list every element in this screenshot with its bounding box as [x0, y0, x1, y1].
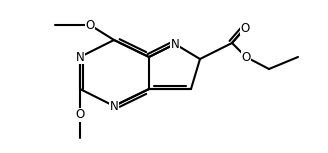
- Text: O: O: [240, 22, 250, 34]
- Text: O: O: [75, 108, 85, 121]
- Text: O: O: [85, 19, 94, 32]
- Text: N: N: [110, 99, 118, 112]
- Text: N: N: [76, 50, 84, 63]
- Text: N: N: [171, 37, 179, 50]
- Text: O: O: [241, 50, 251, 63]
